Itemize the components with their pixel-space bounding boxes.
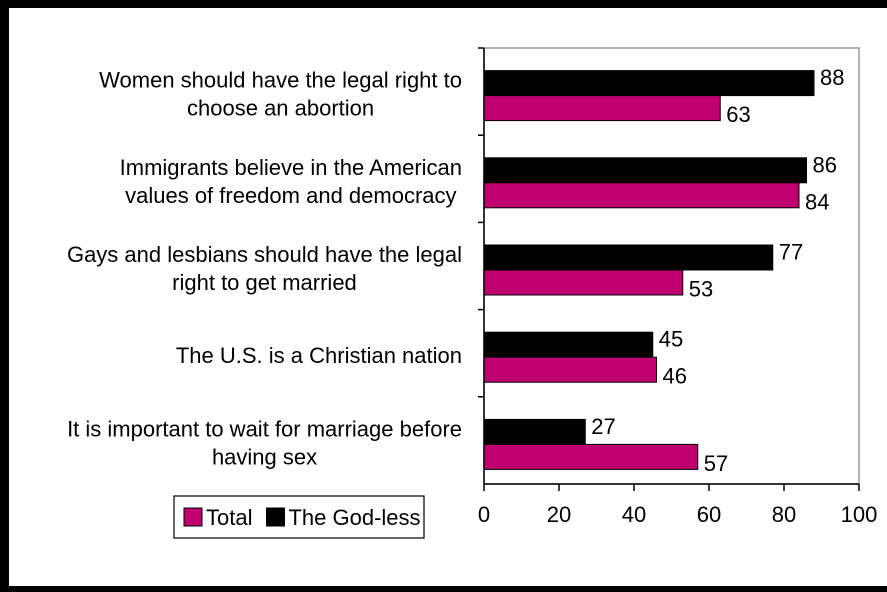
value-label-godless-1: 86 xyxy=(813,152,837,177)
bar-total-2 xyxy=(483,269,684,296)
bar-godless-4 xyxy=(483,418,586,445)
category-labels-group: Women should have the legal right to choo… xyxy=(67,68,462,470)
legend: Total The God-less xyxy=(173,495,425,539)
category-label-0-line-0: Women should have the legal right to xyxy=(99,68,462,93)
category-label-4-line-0: It is important to wait for marriage bef… xyxy=(67,416,462,441)
bar-godless-2 xyxy=(483,244,774,271)
category-label-2-line-1: right to get married xyxy=(172,270,357,295)
bar-godless-1 xyxy=(483,157,807,184)
value-label-total-4: 57 xyxy=(704,451,728,476)
category-label-0-line-1: choose an abortion xyxy=(187,96,374,121)
category-label-3-line-0: The U.S. is a Christian nation xyxy=(176,343,462,368)
legend-label-godless: The God-less xyxy=(288,505,420,530)
x-tick-label-4: 80 xyxy=(772,502,796,527)
category-label-4-line-1: having sex xyxy=(212,444,317,469)
bar-total-0 xyxy=(483,95,721,122)
x-tick-label-2: 40 xyxy=(622,502,646,527)
x-tick-label-3: 60 xyxy=(697,502,721,527)
bar-total-1 xyxy=(483,182,800,209)
value-label-godless-2: 77 xyxy=(779,240,803,265)
category-label-1-line-0: Immigrants believe in the American xyxy=(120,155,462,180)
value-label-total-2: 53 xyxy=(689,277,713,302)
value-label-godless-4: 27 xyxy=(591,414,615,439)
x-tick-label-5: 100 xyxy=(841,502,878,527)
axes-group: 0 20 40 60 80 100 xyxy=(478,47,878,527)
legend-box xyxy=(173,495,425,539)
value-label-total-1: 84 xyxy=(805,189,829,214)
value-label-total-0: 63 xyxy=(726,102,750,127)
x-tick-label-0: 0 xyxy=(478,502,490,527)
category-label-2-line-0: Gays and lesbians should have the legal xyxy=(67,242,462,267)
value-label-godless-3: 45 xyxy=(659,327,683,352)
legend-label-total: Total xyxy=(206,505,252,530)
value-label-total-3: 46 xyxy=(663,364,687,389)
legend-swatch-godless xyxy=(265,507,285,527)
frame-bottom-edge xyxy=(0,586,887,592)
bar-total-3 xyxy=(483,356,657,383)
bar-godless-3 xyxy=(483,331,654,358)
category-label-1-line-1: values of freedom and democracy xyxy=(125,183,456,208)
value-label-godless-0: 88 xyxy=(820,65,844,90)
legend-swatch-total xyxy=(183,507,203,527)
bar-godless-0 xyxy=(483,70,815,97)
bar-total-4 xyxy=(483,443,699,470)
x-tick-label-1: 20 xyxy=(547,502,571,527)
